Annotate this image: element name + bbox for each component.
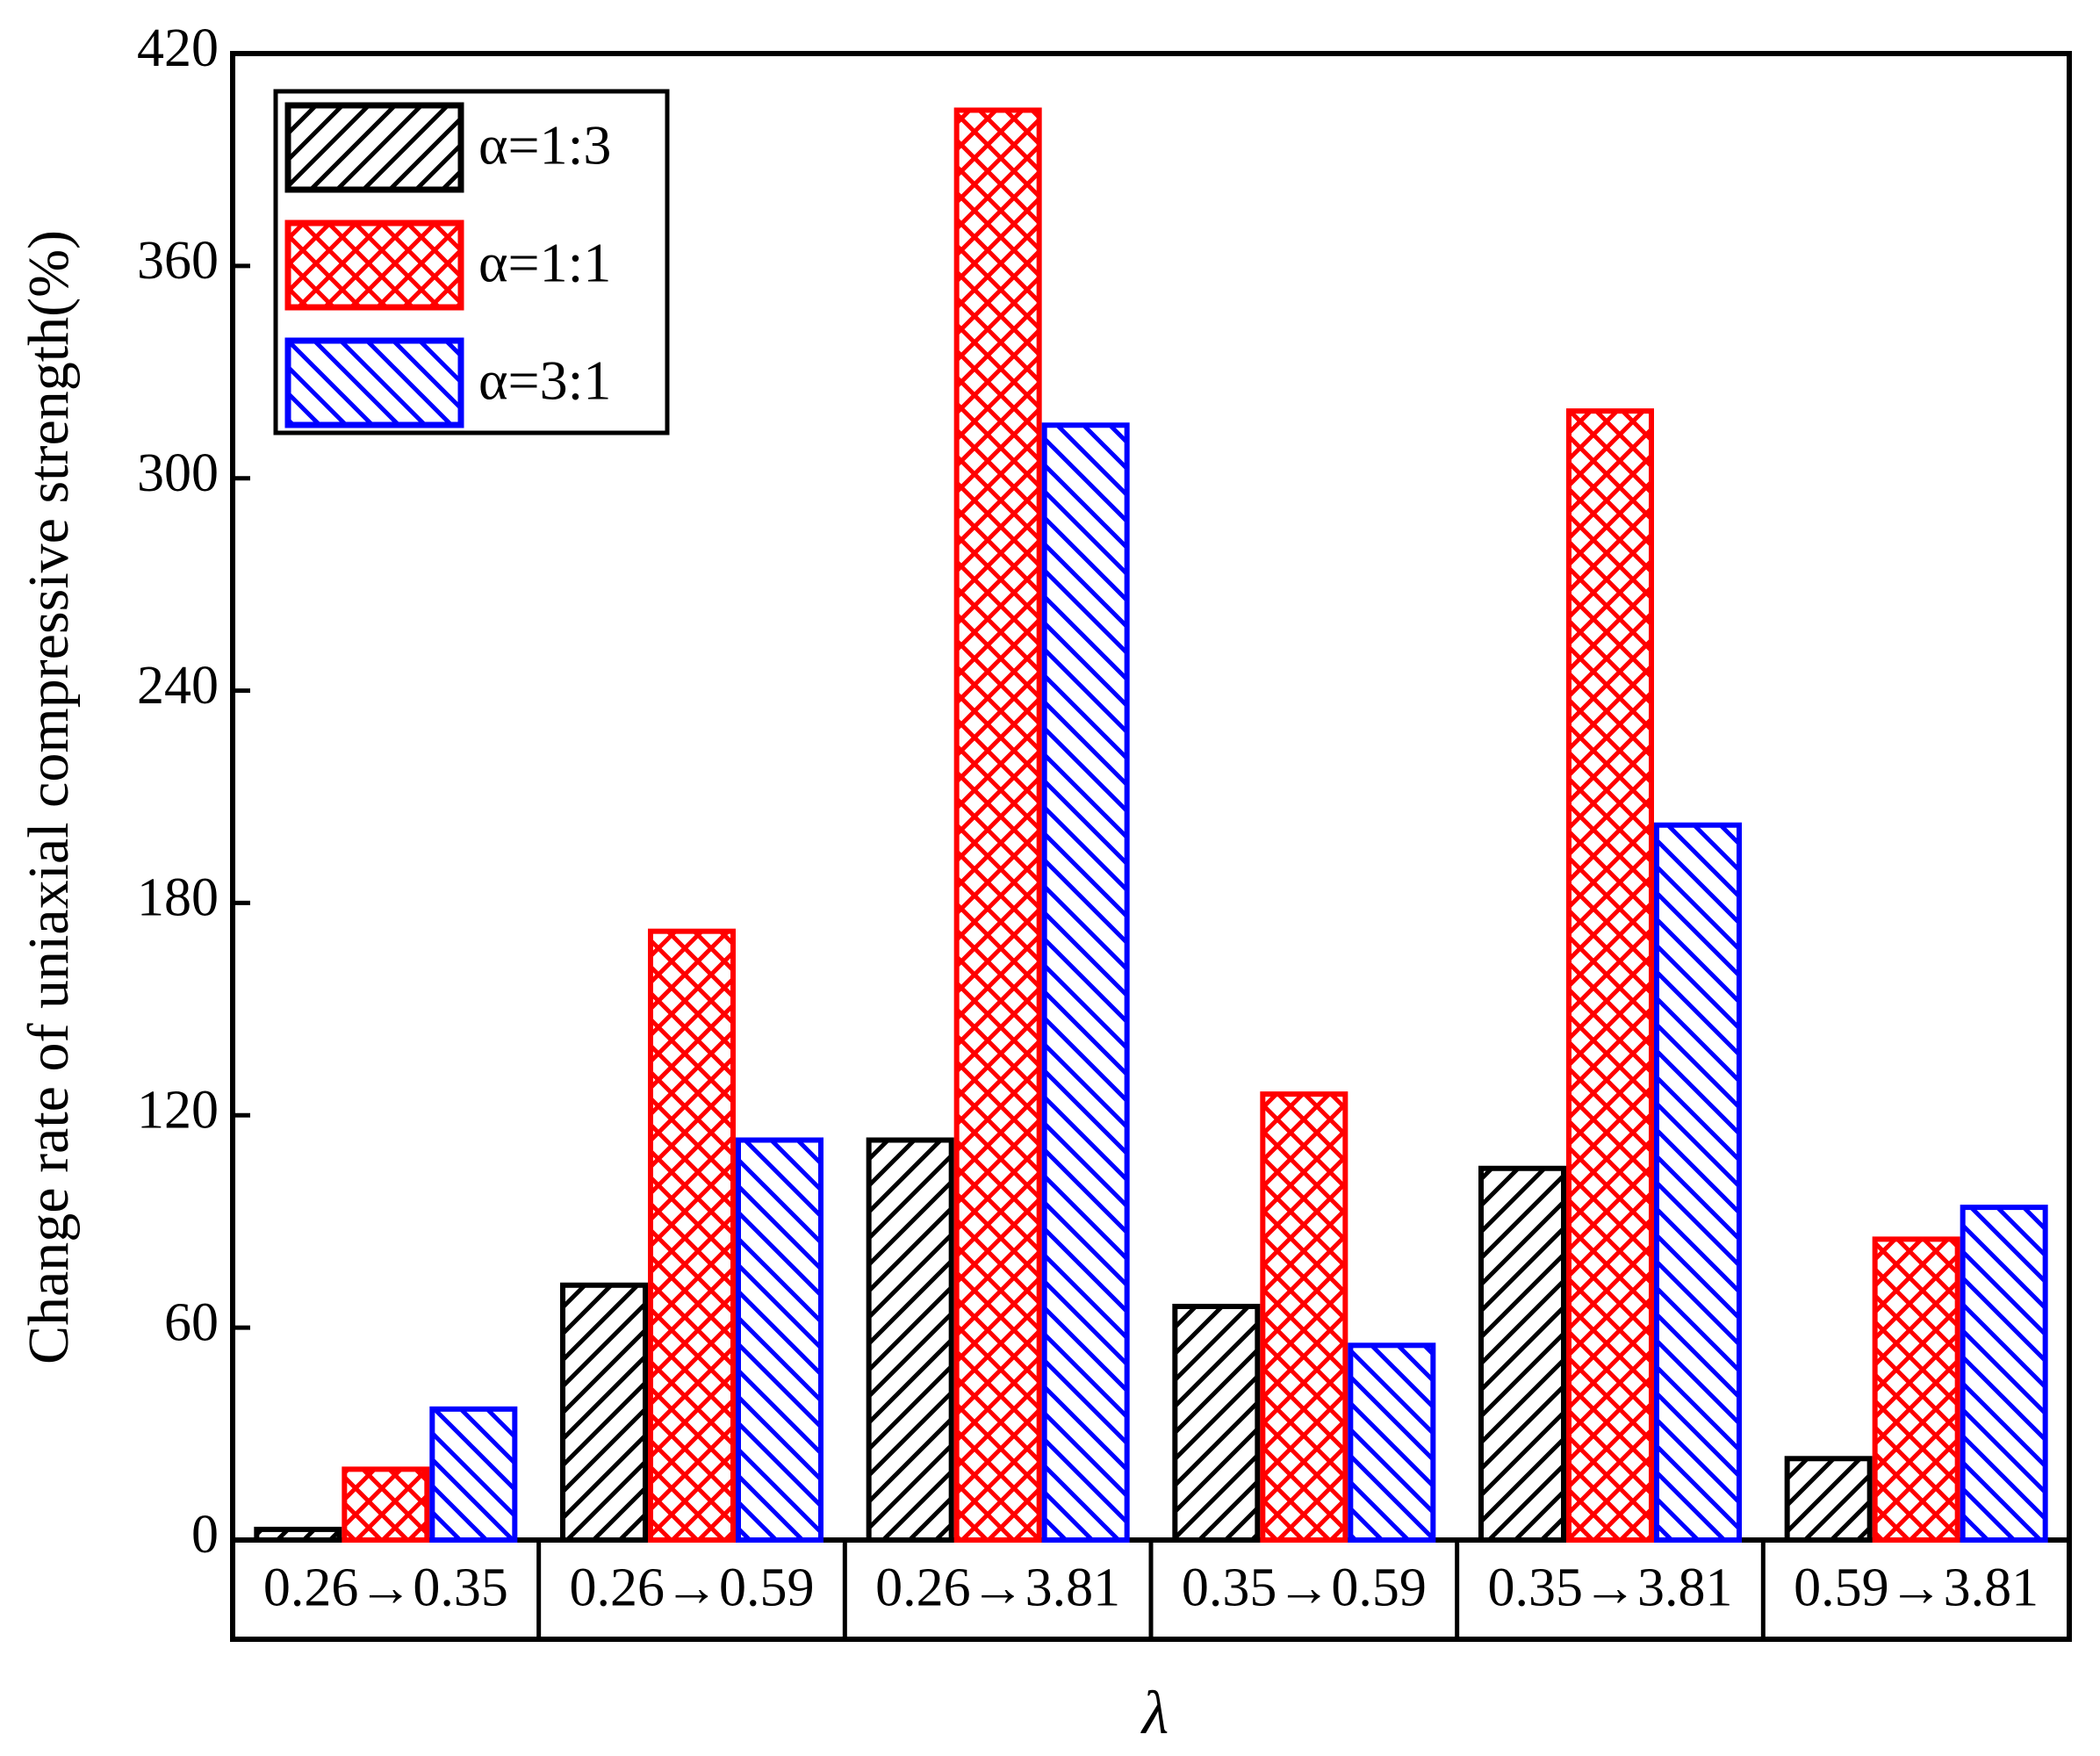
x-tick-label: 0.35→0.59 [1182, 1558, 1427, 1618]
y-tick-label: 60 [164, 1292, 219, 1352]
bar [342, 1466, 430, 1544]
legend-swatch [284, 102, 464, 193]
y-tick-label: 420 [137, 18, 219, 78]
x-tick-label: 0.35→3.81 [1488, 1558, 1733, 1618]
bar [560, 1282, 648, 1544]
bar [1654, 822, 1742, 1543]
y-tick-label: 0 [191, 1505, 219, 1565]
bar [1960, 1205, 2048, 1543]
legend-label: α=1:3 [478, 114, 611, 176]
x-tick-label: 0.26→0.59 [570, 1558, 815, 1618]
y-tick-label: 240 [137, 656, 219, 716]
bar [866, 1137, 954, 1544]
bar [1172, 1303, 1261, 1543]
legend-label: α=3:1 [478, 349, 611, 412]
bar [1260, 1091, 1348, 1543]
bar [254, 1526, 342, 1543]
bar [953, 107, 1042, 1543]
bar [648, 928, 736, 1543]
bar [736, 1137, 823, 1544]
y-axis-label: Change rate of uniaxial compressive stre… [17, 230, 81, 1364]
x-tick-label: 0.59→3.81 [1794, 1558, 2039, 1618]
x-tick-label: 0.26→3.81 [875, 1558, 1120, 1618]
bar [1784, 1456, 1873, 1543]
bar [1872, 1236, 1960, 1543]
bar [429, 1406, 518, 1543]
legend-label: α=1:1 [478, 232, 611, 294]
y-tick-label: 300 [137, 443, 219, 503]
bar [1566, 408, 1654, 1543]
legend-swatch [284, 220, 464, 311]
legend-swatch [284, 337, 464, 428]
bar [1041, 422, 1130, 1543]
x-tick-label: 0.26→0.35 [263, 1558, 508, 1618]
bar [1348, 1342, 1436, 1543]
y-tick-label: 180 [137, 868, 219, 928]
y-tick-label: 120 [137, 1081, 219, 1141]
x-axis-label: λ [1140, 1680, 1169, 1747]
bar [1478, 1165, 1566, 1543]
y-tick-label: 360 [137, 231, 219, 291]
